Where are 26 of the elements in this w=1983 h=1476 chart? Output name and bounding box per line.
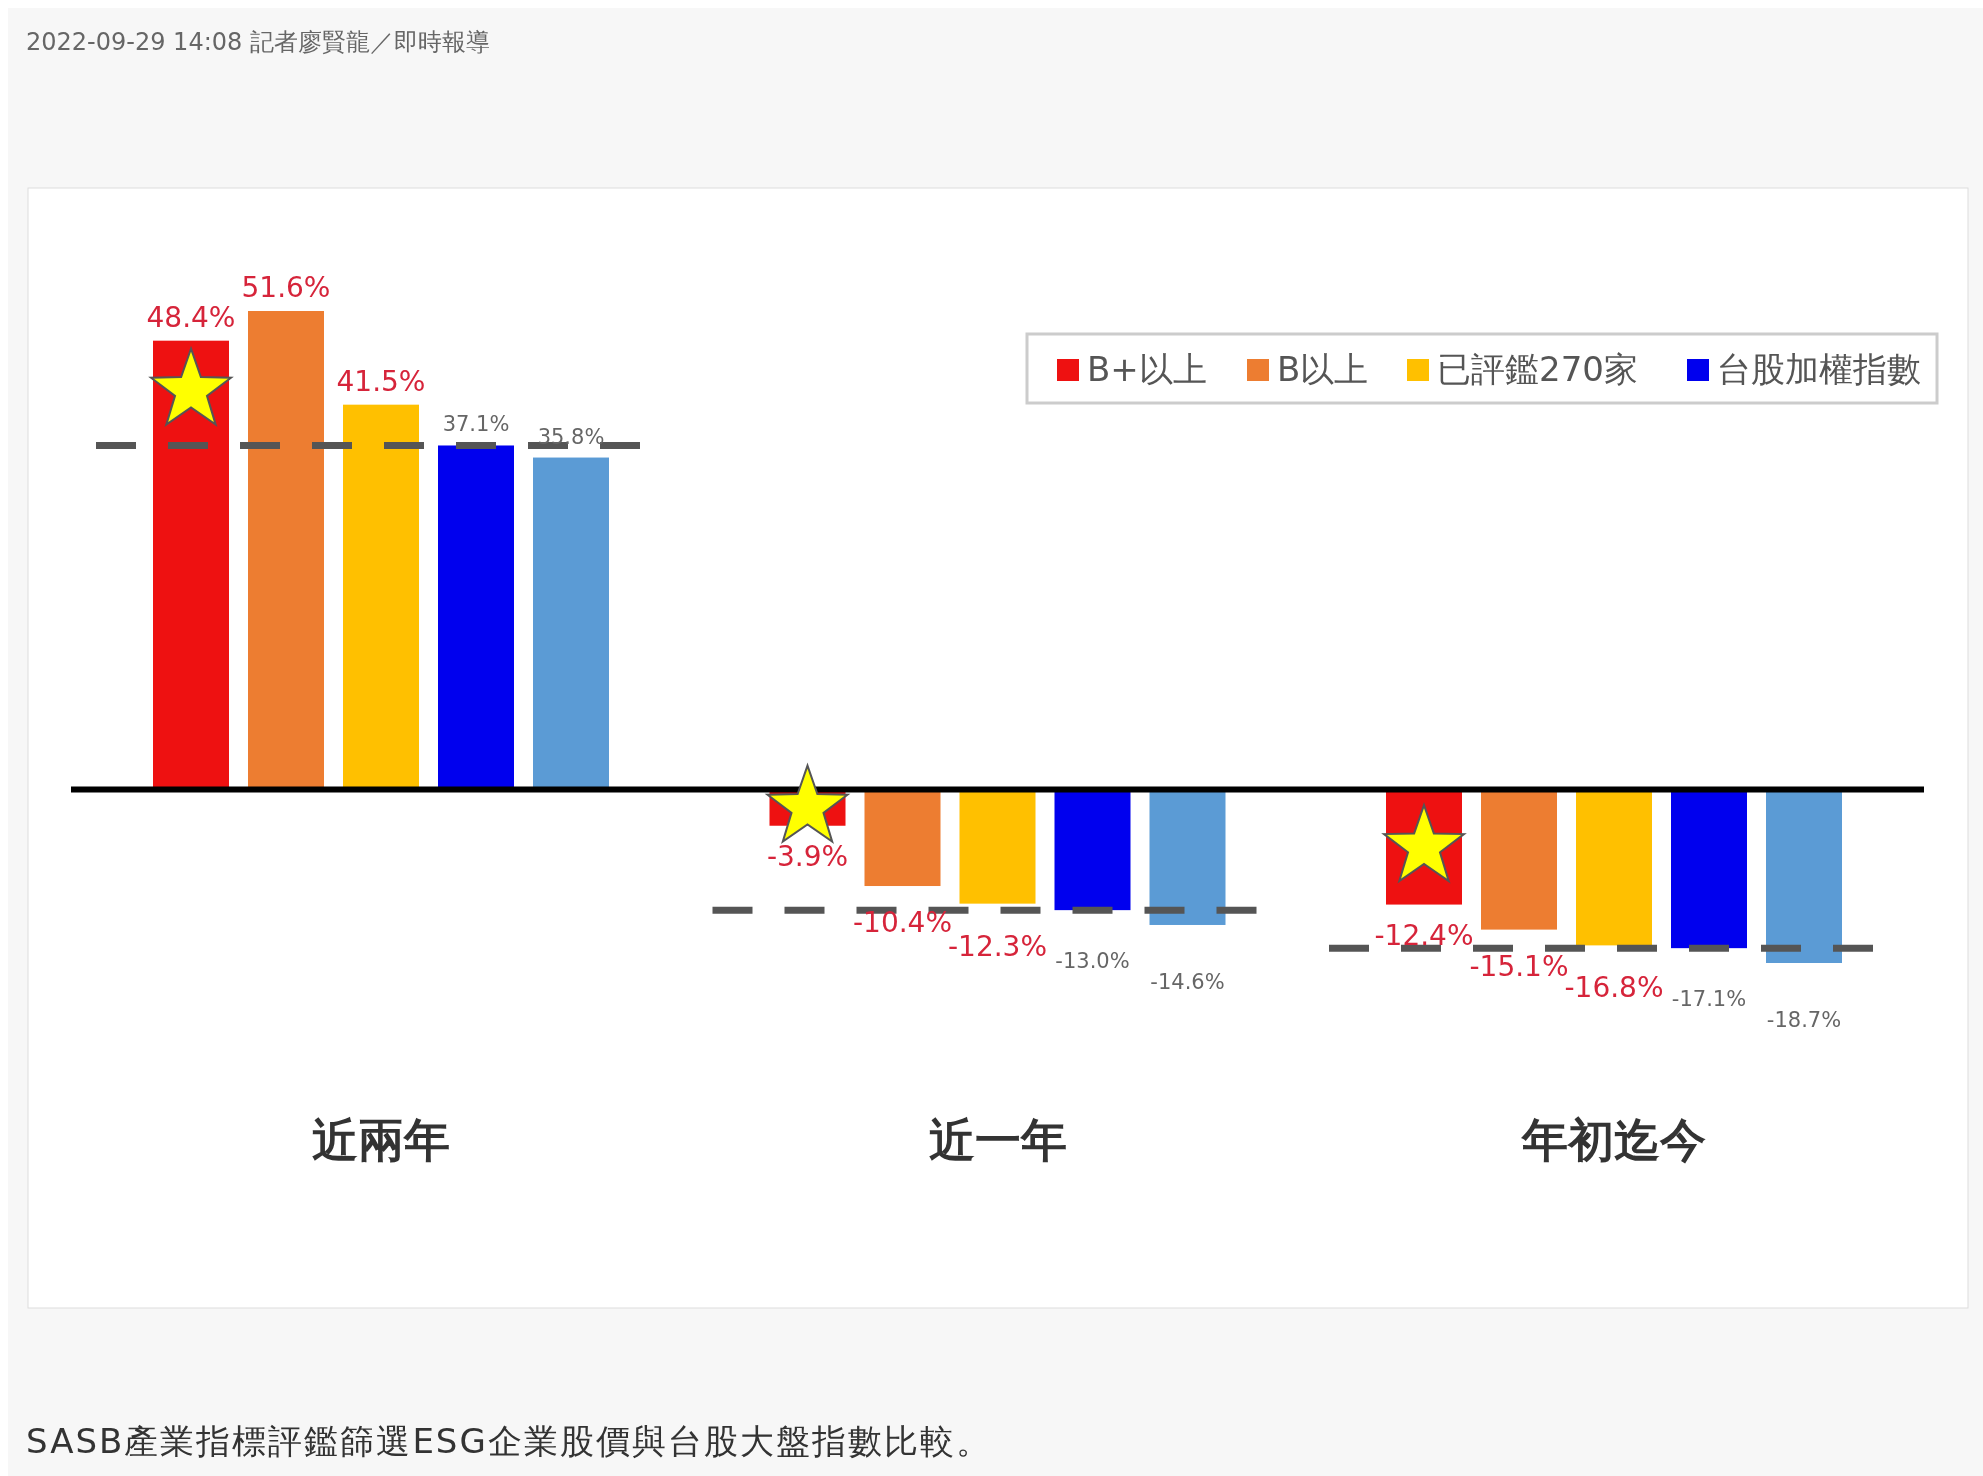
x-tick-label: 近一年	[928, 1113, 1067, 1167]
data-label: -18.7%	[1766, 1008, 1842, 1032]
data-label: 51.6%	[241, 271, 331, 304]
data-label: 35.8%	[537, 424, 605, 449]
legend-label: B以上	[1277, 349, 1369, 389]
text: SASB產業指標評鑑篩選ESG企業股價與台股大盤指數比較。	[26, 1421, 992, 1461]
bar	[438, 445, 514, 790]
legend-label: 已評鑑270家	[1437, 349, 1638, 389]
data-label: -17.1%	[1671, 987, 1747, 1012]
data-label: -14.6%	[1150, 969, 1225, 994]
data-label: -3.9%	[766, 839, 849, 873]
data-label: -10.4%	[852, 906, 953, 940]
legend-label: B+以上	[1087, 349, 1207, 389]
legend-label: 台股加權指數	[1717, 349, 1921, 389]
data-label: -13.0%	[1055, 949, 1130, 974]
data-label: -12.4%	[1374, 918, 1474, 952]
data-label: 37.1%	[442, 412, 510, 437]
x-tick-label: 近兩年	[312, 1113, 450, 1167]
data-label: 48.4%	[146, 300, 236, 334]
bar	[533, 457, 609, 790]
text: 2022-09-29 14:08 記者廖賢龍／即時報導	[26, 28, 490, 56]
bar	[343, 404, 419, 790]
x-tick-label: 年初迄今	[1520, 1113, 1706, 1167]
data-label: 41.5%	[336, 364, 426, 398]
data-label: -15.1%	[1469, 949, 1569, 983]
bar	[248, 311, 324, 790]
